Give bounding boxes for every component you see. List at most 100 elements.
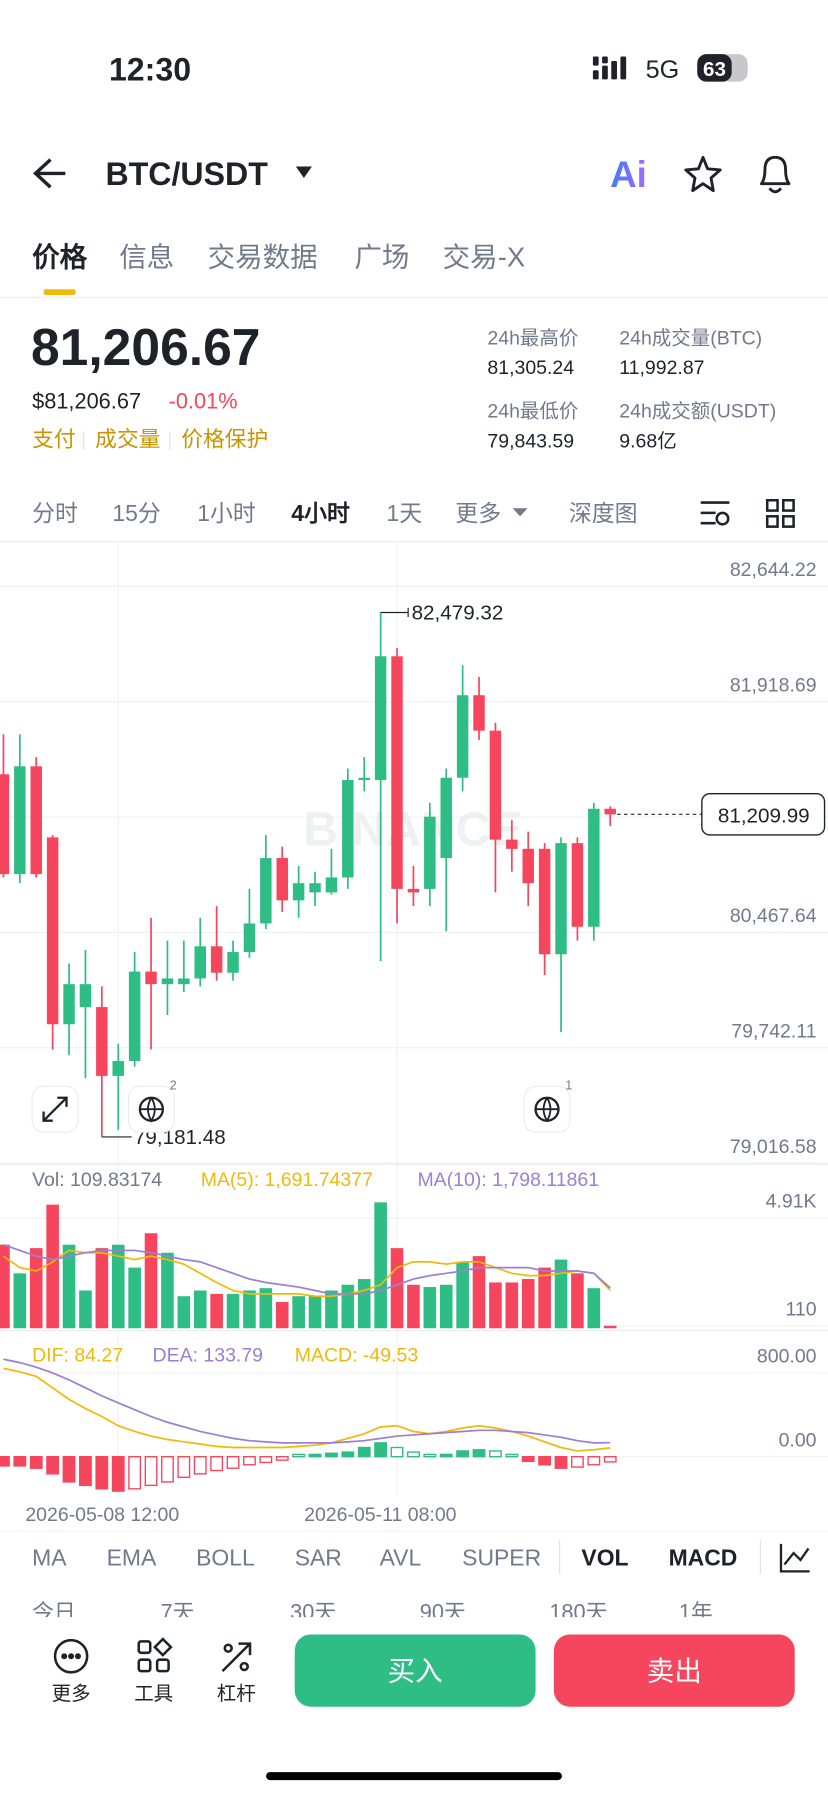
- candle-body: [407, 888, 420, 893]
- leverage-icon[interactable]: [221, 1642, 252, 1673]
- last-price-label: 81,209.99: [718, 804, 810, 827]
- indicator[interactable]: MACD: [669, 1545, 738, 1571]
- pair[interactable]: BTC/USDT: [106, 156, 269, 192]
- volume-bar: [62, 1244, 76, 1329]
- range[interactable]: 1年: [679, 1600, 713, 1625]
- timeframe[interactable]: 深度图: [569, 500, 638, 526]
- tab[interactable]: 信息: [119, 241, 174, 272]
- timeframe[interactable]: 1天: [386, 500, 422, 526]
- event-button[interactable]: [127, 1085, 175, 1133]
- macd-bar: [570, 1456, 584, 1468]
- settings-icon[interactable]: [700, 501, 730, 526]
- tag[interactable]: 支付: [32, 426, 76, 451]
- timeframe[interactable]: 更多: [455, 500, 501, 526]
- buy-label[interactable]: 买入: [388, 1655, 443, 1686]
- timeframe[interactable]: 分时: [32, 500, 78, 526]
- volume-bar: [29, 1248, 43, 1329]
- badge: 2: [170, 1079, 177, 1093]
- volume-bar: [128, 1267, 141, 1329]
- legend-entry: DIF: 84.27: [32, 1345, 123, 1367]
- tab[interactable]: 交易-X: [443, 241, 526, 272]
- volume-bar: [0, 1244, 10, 1329]
- favorite[interactable]: [684, 155, 722, 193]
- volume-bar: [554, 1259, 568, 1329]
- macd-bar: [193, 1456, 207, 1475]
- stat-label: 24h最高价: [487, 327, 578, 349]
- indicator[interactable]: AVL: [380, 1545, 422, 1571]
- tool-label[interactable]: 工具: [134, 1683, 173, 1705]
- tool-label[interactable]: 更多: [52, 1683, 91, 1705]
- macd-bar: [505, 1453, 519, 1458]
- macd-bar: [210, 1456, 224, 1472]
- range[interactable]: 180天: [549, 1600, 607, 1625]
- event-button[interactable]: [523, 1085, 571, 1133]
- macd-bar: [325, 1452, 338, 1458]
- candle-body: [358, 777, 370, 780]
- range[interactable]: 90天: [420, 1600, 466, 1625]
- tag[interactable]: 价格保护: [181, 426, 268, 451]
- candle-body: [309, 883, 321, 893]
- timeframe[interactable]: 4小时: [291, 500, 350, 526]
- volume-bar: [177, 1296, 191, 1329]
- range[interactable]: 30天: [290, 1600, 336, 1625]
- volume-bar: [456, 1261, 469, 1329]
- range[interactable]: 7天: [161, 1600, 195, 1625]
- pair-dropdown[interactable]: [295, 166, 312, 179]
- indicator-settings[interactable]: [779, 1543, 810, 1573]
- layout-icon[interactable]: [765, 499, 795, 528]
- volume-bar: [390, 1248, 404, 1329]
- fullscreen-button[interactable]: [31, 1085, 79, 1133]
- macd-bar: [407, 1451, 420, 1458]
- last-price: 81,206.67: [31, 318, 261, 376]
- stat-label: 24h成交量(BTC): [619, 327, 762, 349]
- volume-bar: [111, 1244, 125, 1329]
- indicator[interactable]: VOL: [581, 1545, 628, 1571]
- candle-body: [391, 656, 403, 889]
- candle-body: [456, 695, 469, 778]
- indicator[interactable]: SAR: [295, 1545, 342, 1571]
- indicator[interactable]: EMA: [107, 1545, 157, 1571]
- indicator[interactable]: SUPER: [462, 1545, 541, 1571]
- macd-bar: [357, 1446, 371, 1458]
- stat-label: 24h成交额(USDT): [619, 401, 776, 423]
- tab[interactable]: 交易数据: [208, 241, 318, 272]
- volume-bar: [341, 1284, 355, 1329]
- home-indicator: [266, 1772, 562, 1781]
- y-tick-label: 0.00: [779, 1429, 817, 1451]
- candle-body: [276, 858, 288, 901]
- more-icon[interactable]: [53, 1638, 89, 1674]
- range[interactable]: 今日: [32, 1600, 76, 1625]
- timeframe[interactable]: 15分: [112, 500, 160, 526]
- tab[interactable]: 广场: [354, 241, 409, 272]
- volume-bar: [46, 1204, 59, 1329]
- macd-bar: [226, 1456, 240, 1469]
- indicator[interactable]: BOLL: [196, 1545, 255, 1571]
- buy-button[interactable]: [294, 1634, 536, 1707]
- candle-body: [79, 984, 92, 1008]
- macd-bar: [456, 1450, 470, 1458]
- y-tick-label: 82,644.22: [730, 559, 817, 581]
- volume-bar: [423, 1287, 437, 1329]
- timeframe[interactable]: 1小时: [197, 500, 256, 526]
- clock: 12:30: [109, 52, 191, 88]
- volume-bar: [489, 1282, 502, 1329]
- tool-label[interactable]: 杠杆: [217, 1683, 256, 1705]
- tag[interactable]: 成交量: [95, 426, 160, 451]
- tab[interactable]: 价格: [32, 241, 88, 272]
- indicator[interactable]: MA: [32, 1545, 67, 1571]
- macd-bar: [29, 1456, 43, 1469]
- volume-bar: [374, 1202, 387, 1329]
- ai-button[interactable]: Ai: [610, 154, 647, 195]
- candle-body: [440, 777, 452, 859]
- macd-bar: [161, 1456, 174, 1483]
- volume-bar: [603, 1325, 617, 1329]
- back-button[interactable]: [33, 158, 66, 189]
- legend-entry: MACD: -49.53: [295, 1345, 418, 1367]
- sell-button[interactable]: [553, 1634, 795, 1707]
- tools-icon[interactable]: [137, 1637, 173, 1673]
- sell-label[interactable]: 卖出: [647, 1655, 702, 1686]
- candle-body: [46, 837, 59, 1025]
- y-tick-label: 110: [785, 1298, 816, 1320]
- alerts[interactable]: [760, 155, 791, 194]
